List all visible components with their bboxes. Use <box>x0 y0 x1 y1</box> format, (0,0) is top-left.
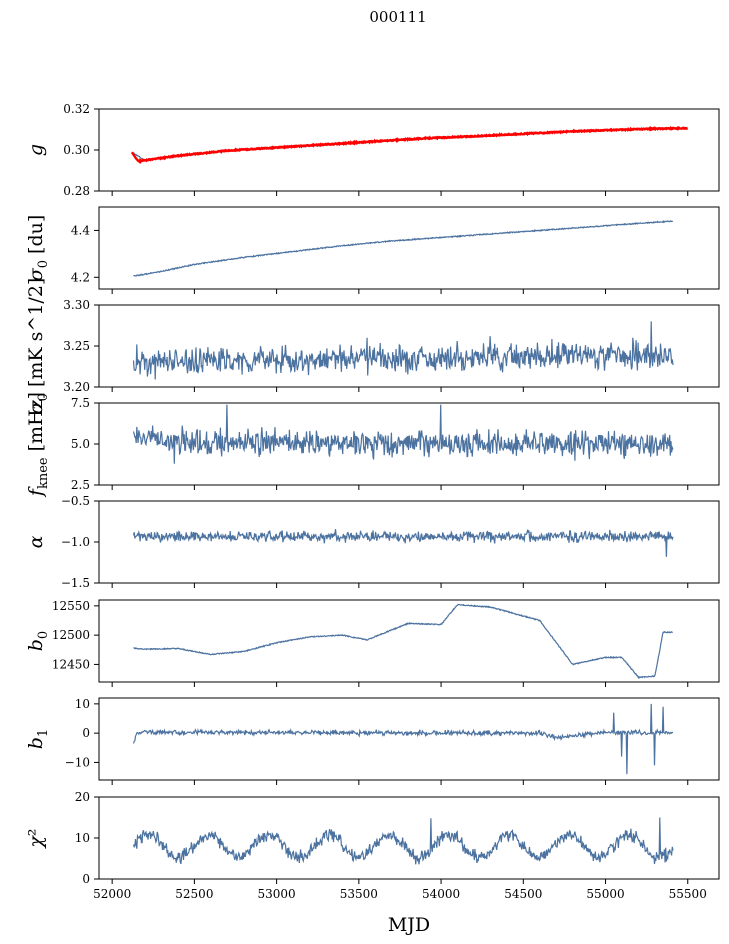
y-tick-label-chi2: 0 <box>82 872 90 886</box>
y-axis-label-main: α <box>25 535 47 548</box>
y-axis-label-chi2: χ² <box>25 828 47 849</box>
y-axis-label-g: g <box>25 144 47 156</box>
x-tick-label: 53000 <box>258 887 296 901</box>
y-tick-label-fknee: 2.5 <box>71 478 90 492</box>
panel-sigma0: 4.2 4.4 σ0 [du] <box>25 206 720 294</box>
series-line-b1 <box>132 703 674 775</box>
series-line-fknee <box>132 404 674 464</box>
series-line-b0 <box>133 603 673 679</box>
y-tick-label-chi2: 10 <box>75 831 90 845</box>
panel-g: 0.28 0.30 0.32 g <box>25 102 720 198</box>
y-axis-label-sub: 0 <box>36 260 51 268</box>
y-axis-label-sub: knee <box>36 457 51 489</box>
panel-b0: 12450 12500 12550 b0 <box>25 599 720 687</box>
y-axis-label-sub: 1 <box>36 729 51 737</box>
x-tick-label: 54500 <box>504 887 542 901</box>
y-tick-label-g: 0.28 <box>63 184 90 198</box>
y-tick-label-b0: 12450 <box>52 657 90 671</box>
x-tick-label: 52000 <box>93 887 131 901</box>
y-axis-label-main: σ <box>25 267 47 281</box>
x-axis-label: MJD <box>388 914 430 936</box>
panel-frame-g <box>98 108 720 192</box>
y-axis-label-main: χ <box>25 835 47 850</box>
y-tick-label-sigma0: 4.4 <box>71 223 90 237</box>
y-tick-label-b0: 12550 <box>52 599 90 613</box>
figure-title: 000111 <box>369 8 426 26</box>
y-axis-label-rest: ² <box>25 828 47 836</box>
series-line-g <box>133 126 688 162</box>
x-tick-label: 55000 <box>586 887 624 901</box>
y-tick-label-b1: −10 <box>65 755 90 769</box>
panel-frame-sigma0 <box>98 206 720 290</box>
series-line-chi2 <box>132 817 674 865</box>
panel-fknee: 2.5 5.0 7.5 fknee [mHz] <box>25 392 720 498</box>
y-axis-label-sigma0: σ0 [du] <box>25 215 51 282</box>
y-tick-label-alpha: −1.5 <box>61 576 90 590</box>
y-axis-label-rest: [du] <box>25 215 47 260</box>
y-tick-label-fknee: 7.5 <box>71 396 90 410</box>
y-axis-label-fknee: fknee [mHz] <box>25 392 51 498</box>
panel-frame-b0 <box>98 599 720 683</box>
y-axis-label-b1: b1 <box>25 729 51 749</box>
y-axis-label-main: g <box>25 144 47 156</box>
y-tick-label-b1: 10 <box>75 697 90 711</box>
panel-sigma0_mk: 3.20 3.25 3.30 σ0 [mK s^1/2] <box>25 278 720 415</box>
y-tick-label-alpha: −1.0 <box>61 535 90 549</box>
series-line-fit <box>130 125 689 165</box>
y-axis-label-main: f <box>25 486 47 498</box>
panel-alpha: −1.5 −1.0 −0.5 α <box>25 494 720 590</box>
y-axis-label-b0: b0 <box>25 631 51 651</box>
y-axis-label-main: b <box>25 639 47 651</box>
series-line-sigma0 <box>133 219 674 277</box>
panel-frame-sigma0_mk <box>98 304 720 388</box>
y-tick-label-sigma0_mk: 3.30 <box>63 298 90 312</box>
y-tick-label-b0: 12500 <box>52 628 90 642</box>
series-line-sigma0_mk <box>132 321 674 380</box>
panel-frame-alpha <box>98 500 720 584</box>
y-axis-label-main: σ <box>25 400 47 414</box>
y-axis-label-sub: 0 <box>36 393 51 401</box>
y-tick-label-fknee: 5.0 <box>71 437 90 451</box>
series-line-alpha <box>132 529 674 557</box>
y-tick-label-sigma0_mk: 3.20 <box>63 380 90 394</box>
y-tick-label-sigma0_mk: 3.25 <box>63 339 90 353</box>
y-axis-label-alpha: α <box>25 535 47 548</box>
y-axis-label-rest: [mK s^1/2] <box>25 278 47 393</box>
y-axis-label-rest: [mHz] <box>25 392 47 457</box>
x-tick-label: 54000 <box>422 887 460 901</box>
y-tick-label-b1: 0 <box>82 726 90 740</box>
y-tick-label-g: 0.32 <box>63 102 90 116</box>
y-tick-label-g: 0.30 <box>63 143 90 157</box>
y-tick-label-sigma0: 4.2 <box>71 270 90 284</box>
panel-chi2: 0 10 20 52000 52500 53000 53500 54000 54500 55000… <box>25 790 720 901</box>
panel-frame-b1 <box>98 697 720 781</box>
y-axis-label-sigma0_mk: σ0 [mK s^1/2] <box>25 278 51 415</box>
y-tick-label-alpha: −0.5 <box>61 494 90 508</box>
panel-b1: −10 0 10 b1 <box>25 697 720 785</box>
y-tick-label-chi2: 20 <box>75 790 90 804</box>
y-axis-label-sub: 0 <box>36 631 51 639</box>
x-tick-label: 53500 <box>340 887 378 901</box>
x-tick-label: 55500 <box>669 887 707 901</box>
x-tick-label: 52500 <box>175 887 213 901</box>
panel-frame-chi2 <box>98 796 720 880</box>
y-axis-label-main: b <box>25 737 47 749</box>
